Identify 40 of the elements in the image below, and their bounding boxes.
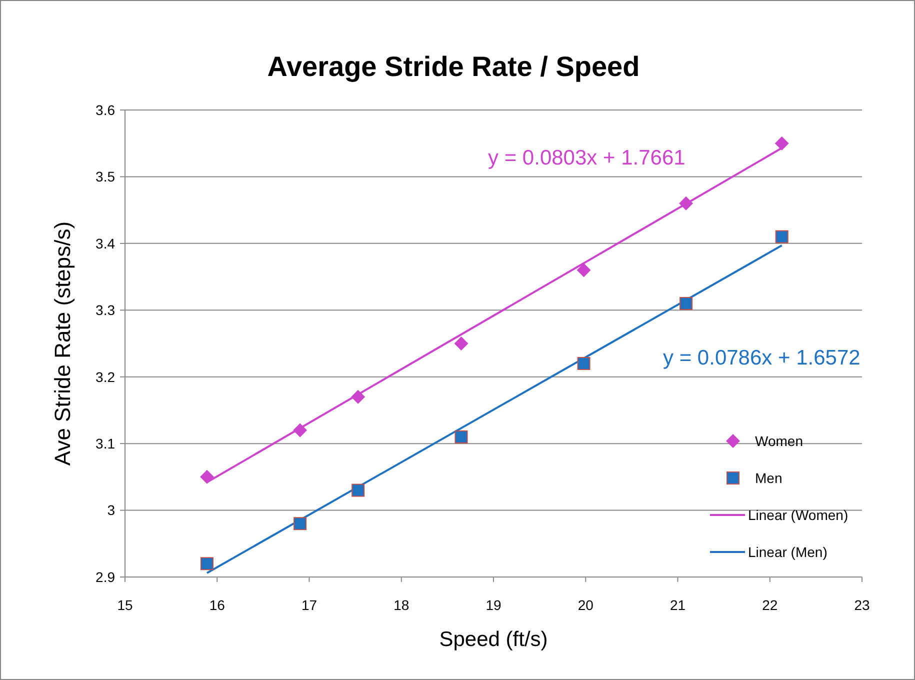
x-axis-title: Speed (ft/s)	[439, 628, 548, 651]
point	[351, 390, 366, 404]
x-tick-label: 22	[762, 597, 778, 613]
point	[294, 517, 307, 530]
y-tick-label: 3.4	[96, 235, 116, 252]
point	[293, 423, 308, 438]
y-tick-label: 3.2	[96, 368, 116, 385]
y-tick-label: 3.5	[96, 168, 116, 185]
chart-title: Average Stride Rate / Speed	[267, 51, 640, 82]
x-tick-label: 23	[854, 597, 870, 613]
legend-label: Linear (Men)	[748, 544, 828, 560]
x-tick-label: 15	[117, 597, 133, 613]
point	[200, 470, 214, 484]
y-tick-label: 2.9	[96, 568, 116, 585]
point	[454, 430, 468, 444]
y-tick-label: 3	[107, 502, 116, 518]
point	[679, 196, 694, 210]
point	[576, 263, 591, 278]
legend-label: Linear (Women)	[748, 506, 848, 523]
point	[680, 296, 693, 310]
x-tick-label: 16	[209, 597, 226, 613]
annotation: y = 0.0803x + 1.7661	[488, 146, 686, 170]
point	[577, 357, 590, 370]
y-tick-label: 3.3	[96, 302, 116, 318]
x-tick-label: 21	[670, 597, 686, 613]
x-tick-label: 19	[486, 597, 502, 613]
point	[774, 136, 789, 150]
legend-label: Women	[755, 432, 803, 449]
y-tick-label: 3.6	[96, 102, 116, 118]
x-tick-label: 17	[301, 597, 318, 613]
y-axis-title: Ave Stride Rate (steps/s)	[50, 221, 75, 466]
annotation: y = 0.0786x + 1.6572	[663, 346, 860, 370]
x-tick-label: 18	[394, 597, 410, 613]
legend-label: Men	[755, 470, 782, 486]
point	[775, 230, 788, 244]
y-tick-label: 3.1	[96, 435, 116, 452]
point	[200, 557, 214, 570]
point	[352, 484, 365, 497]
point	[454, 336, 468, 350]
x-tick-label: 20	[578, 597, 594, 613]
